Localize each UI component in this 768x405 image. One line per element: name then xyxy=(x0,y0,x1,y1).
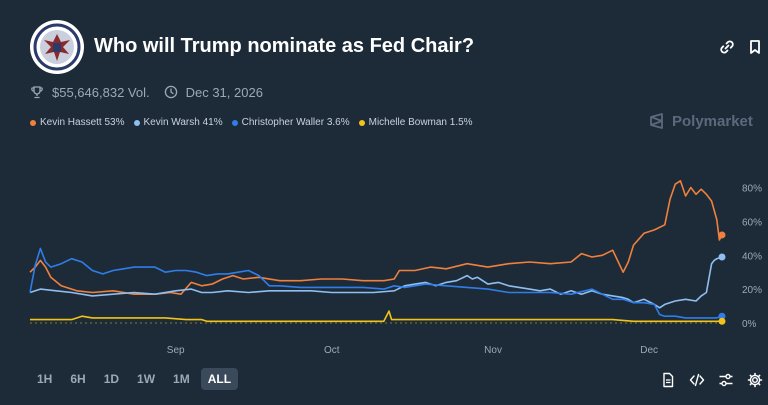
legend-label: Kevin Warsh 41% xyxy=(143,117,223,128)
series-end-dot xyxy=(718,317,726,325)
series-line-christopher-waller xyxy=(29,247,723,319)
document-icon[interactable] xyxy=(660,372,676,388)
legend-item-waller: Christopher Waller 3.6% xyxy=(231,117,350,128)
link-icon[interactable] xyxy=(718,38,736,56)
chart-legend: Kevin Hassett 53% Kevin Warsh 41% Christ… xyxy=(30,117,482,128)
trophy-icon xyxy=(31,86,43,99)
y-tick-label: 40% xyxy=(742,251,762,262)
legend-dot xyxy=(133,119,140,126)
y-tick-label: 0% xyxy=(742,319,757,330)
page-title: Who will Trump nominate as Fed Chair? xyxy=(94,35,475,57)
settings-gear-icon[interactable] xyxy=(747,372,763,388)
legend-item-hassett: Kevin Hassett 53% xyxy=(30,117,125,128)
embed-code-icon[interactable] xyxy=(689,372,705,388)
range-1m-button[interactable]: 1M xyxy=(166,368,197,390)
y-tick-label: 80% xyxy=(742,184,762,195)
market-header: Who will Trump nominate as Fed Chair? xyxy=(30,20,760,76)
series-line-michelle-bowman xyxy=(30,310,722,323)
y-tick-label: 20% xyxy=(742,285,762,296)
legend-label: Michelle Bowman 1.5% xyxy=(368,117,473,128)
y-tick-label: 60% xyxy=(742,217,762,228)
x-tick-label: Oct xyxy=(324,345,340,356)
legend-dot xyxy=(358,119,365,126)
range-1h-button[interactable]: 1H xyxy=(30,368,59,390)
range-1w-button[interactable]: 1W xyxy=(130,368,162,390)
time-range-selector: 1H 6H 1D 1W 1M ALL xyxy=(30,368,242,390)
series-end-dot xyxy=(718,253,726,261)
sliders-icon[interactable] xyxy=(718,372,734,388)
series-end-dot xyxy=(718,231,726,239)
legend-label: Christopher Waller 3.6% xyxy=(241,117,350,128)
federal-reserve-seal xyxy=(30,20,84,74)
range-6h-button[interactable]: 6H xyxy=(63,368,92,390)
series-end-dot xyxy=(718,312,726,320)
brand-name: Polymarket xyxy=(672,112,753,130)
legend-item-bowman: Michelle Bowman 1.5% xyxy=(358,117,473,128)
legend-label: Kevin Hassett 53% xyxy=(40,117,125,128)
range-all-button[interactable]: ALL xyxy=(200,368,239,390)
series-line-kevin-warsh xyxy=(29,256,723,309)
range-1d-button[interactable]: 1D xyxy=(97,368,126,390)
bookmark-icon[interactable] xyxy=(746,38,764,56)
polymarket-brand: Polymarket xyxy=(648,112,753,130)
chart-tools xyxy=(660,372,768,388)
x-tick-label: Dec xyxy=(640,345,658,356)
legend-dot xyxy=(231,119,238,126)
x-tick-label: Nov xyxy=(484,345,502,356)
series-line-kevin-hassett xyxy=(29,180,723,295)
volume-text: $55,646,832 Vol. xyxy=(52,84,150,100)
price-history-chart[interactable]: 0% 20% 40% 60% 80% Sep Oct Nov Dec xyxy=(0,160,768,360)
legend-item-warsh: Kevin Warsh 41% xyxy=(133,117,223,128)
polymarket-logo-icon xyxy=(650,113,663,129)
end-date-text: Dec 31, 2026 xyxy=(185,84,263,100)
x-tick-label: Sep xyxy=(167,345,185,356)
legend-dot xyxy=(30,119,36,126)
clock-icon xyxy=(164,85,177,99)
market-meta: $55,646,832 Vol. Dec 31, 2026 xyxy=(30,84,263,100)
